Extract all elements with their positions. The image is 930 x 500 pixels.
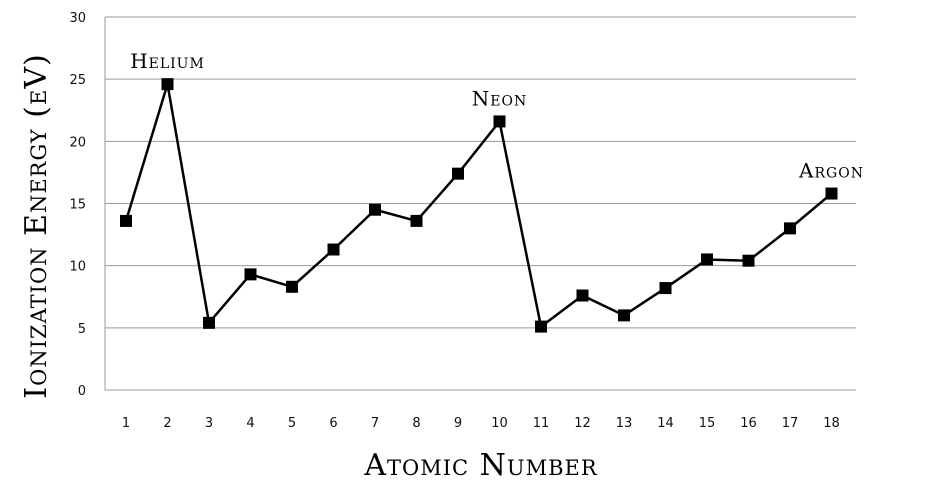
annotation-label: Argon xyxy=(798,159,864,183)
y-tick-label: 25 xyxy=(69,73,86,88)
x-tick-label: 11 xyxy=(533,416,550,431)
x-tick-label: 7 xyxy=(371,416,379,431)
series-line-path xyxy=(124,82,833,328)
x-tick-label: 2 xyxy=(163,416,171,431)
x-tick-label: 10 xyxy=(491,416,508,431)
y-tick-label: 5 xyxy=(78,322,86,337)
x-tick-label: 1 xyxy=(122,416,130,431)
x-tick-label: 15 xyxy=(699,416,716,431)
x-tick-label: 13 xyxy=(616,416,633,431)
data-point-marker xyxy=(452,167,464,180)
data-point-marker xyxy=(825,187,838,200)
data-point-marker xyxy=(161,78,174,91)
annotation-label: Neon xyxy=(472,86,527,110)
x-tick-label: 5 xyxy=(288,416,296,431)
data-point-marker xyxy=(701,253,713,266)
x-tick-label: 18 xyxy=(823,416,840,431)
data-point-marker xyxy=(535,320,547,333)
x-tick-label: 12 xyxy=(574,416,591,431)
data-point-marker xyxy=(659,282,672,295)
data-point-marker xyxy=(120,214,132,227)
data-point-marker xyxy=(784,222,796,235)
y-tick-label: 0 xyxy=(78,384,86,399)
x-axis-title: Atomic Number xyxy=(363,448,598,483)
x-tick-label: 6 xyxy=(329,416,337,431)
x-tick-label: 17 xyxy=(782,416,799,431)
annotations: Helium Neon Argon xyxy=(130,49,864,183)
y-axis-title: Ionization Energy (eV) xyxy=(19,53,54,398)
annotation-label: Helium xyxy=(130,49,205,73)
x-tick-label: 8 xyxy=(412,416,420,431)
y-tick-labels: 0 5 10 15 20 25 30 xyxy=(69,11,86,399)
data-point-marker xyxy=(369,203,381,216)
y-tick-label: 15 xyxy=(69,198,86,213)
data-point-marker xyxy=(410,214,423,227)
data-point-marker xyxy=(327,243,340,256)
x-tick-label: 16 xyxy=(740,416,757,431)
x-tick-label: 4 xyxy=(246,416,254,431)
y-tick-label: 10 xyxy=(69,260,86,275)
x-tick-labels: 1 2 3 4 5 6 7 8 9 10 11 12 13 14 15 16 17 18 xyxy=(122,416,840,431)
data-point-marker xyxy=(618,309,630,322)
series-line xyxy=(124,82,833,328)
data-point-marker xyxy=(244,268,257,281)
data-point-marker xyxy=(576,289,589,302)
data-point-marker xyxy=(286,280,298,293)
data-point-marker xyxy=(203,316,215,329)
y-tick-label: 20 xyxy=(69,135,86,150)
x-tick-label: 9 xyxy=(454,416,462,431)
x-tick-label: 14 xyxy=(657,416,674,431)
y-tick-label: 30 xyxy=(69,11,86,26)
gridlines xyxy=(104,16,856,391)
x-tick-label: 3 xyxy=(205,416,213,431)
data-point-marker xyxy=(742,254,755,267)
data-points xyxy=(120,78,838,333)
data-point-marker xyxy=(493,115,506,128)
